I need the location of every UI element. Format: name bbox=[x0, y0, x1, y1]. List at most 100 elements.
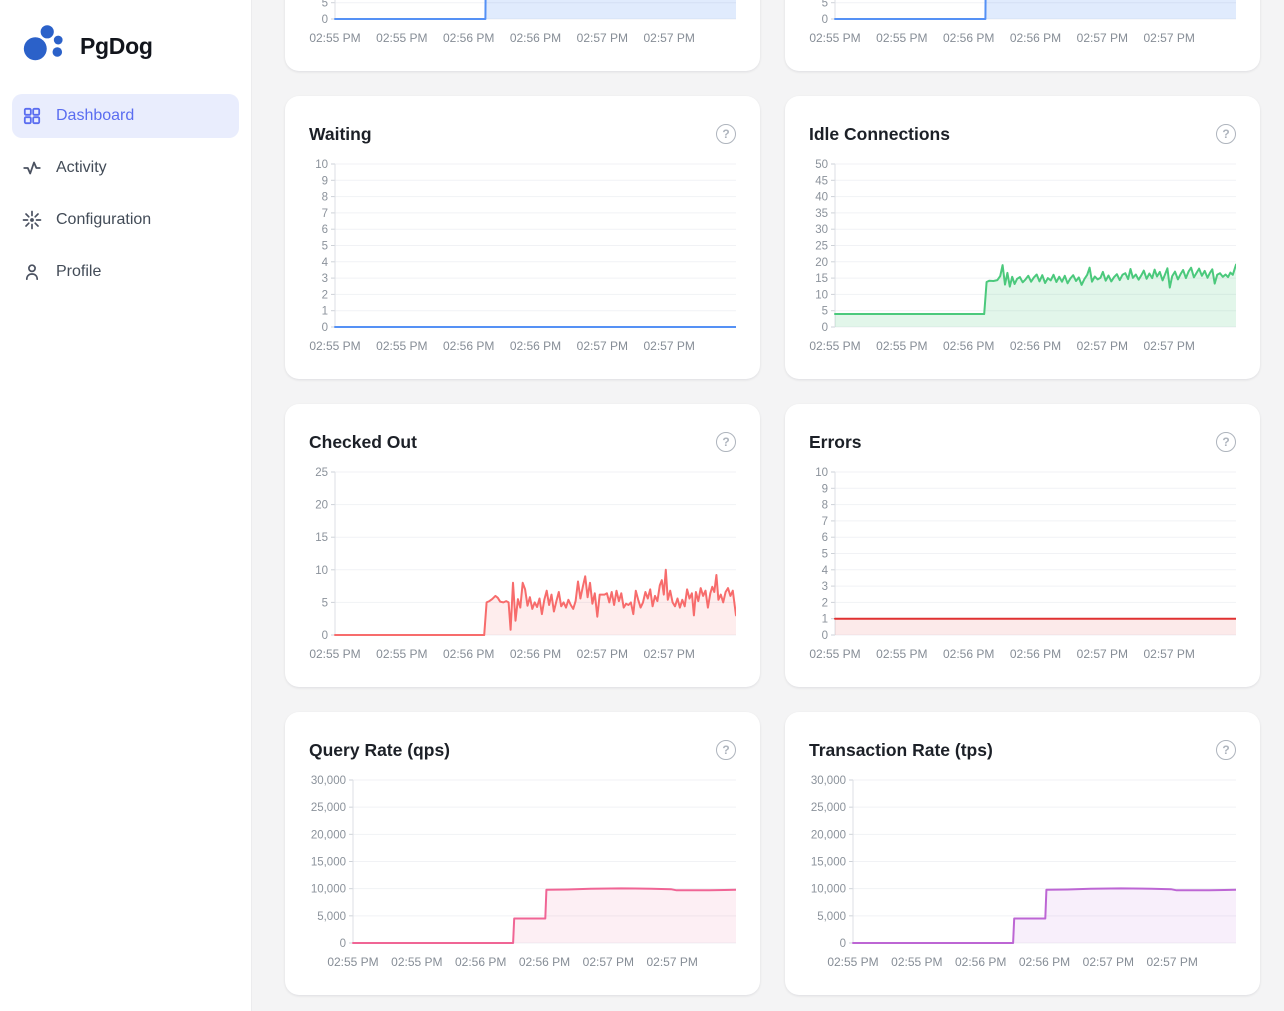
chart-title: Waiting bbox=[309, 123, 372, 144]
help-icon[interactable]: ? bbox=[1216, 432, 1236, 452]
svg-text:9: 9 bbox=[822, 483, 828, 495]
svg-text:3: 3 bbox=[822, 581, 828, 593]
svg-text:0: 0 bbox=[822, 322, 828, 334]
sidebar-item-dashboard[interactable]: Dashboard bbox=[12, 94, 239, 138]
svg-text:30: 30 bbox=[815, 224, 828, 236]
grid-icon bbox=[23, 107, 41, 125]
svg-text:02:56 PM: 02:56 PM bbox=[1010, 31, 1061, 45]
svg-text:5: 5 bbox=[322, 241, 328, 253]
area-chart: 0 1 2 3 4 5 6 7 8 9 10 02:55 PM 02:55 PM 02:56 PM 02:5… bbox=[809, 467, 1236, 661]
area-chart: 0 5,000 10,000 15,000 20,000 25,000 30,000 02:5… bbox=[811, 775, 1236, 969]
pgdog-paw-icon bbox=[23, 25, 63, 61]
svg-text:02:56 PM: 02:56 PM bbox=[943, 339, 994, 353]
svg-text:50: 50 bbox=[815, 159, 828, 171]
sidebar-item-configuration[interactable]: Configuration bbox=[12, 198, 239, 242]
svg-text:2: 2 bbox=[822, 597, 828, 609]
svg-text:15,000: 15,000 bbox=[311, 857, 346, 869]
svg-text:02:57 PM: 02:57 PM bbox=[646, 955, 697, 969]
svg-text:5: 5 bbox=[822, 0, 828, 10]
svg-text:10: 10 bbox=[315, 159, 328, 171]
svg-text:15: 15 bbox=[315, 532, 328, 544]
help-icon[interactable]: ? bbox=[716, 124, 736, 144]
area-chart: 0 5,000 10,000 15,000 20,000 25,000 30,000 02:5… bbox=[311, 775, 736, 969]
help-icon[interactable]: ? bbox=[1216, 740, 1236, 760]
svg-text:02:57 PM: 02:57 PM bbox=[1143, 647, 1194, 661]
svg-text:5: 5 bbox=[822, 549, 828, 561]
chart-title: Idle Connections bbox=[809, 123, 950, 144]
svg-text:10,000: 10,000 bbox=[311, 884, 346, 896]
svg-text:02:57 PM: 02:57 PM bbox=[1077, 647, 1128, 661]
area-chart: 0 5 10 15 20 25 02:55 PM 02:55 PM 02:56 PM 02:56 … bbox=[309, 467, 736, 661]
svg-text:02:55 PM: 02:55 PM bbox=[309, 339, 360, 353]
svg-text:02:56 PM: 02:56 PM bbox=[455, 955, 506, 969]
svg-text:02:57 PM: 02:57 PM bbox=[577, 339, 628, 353]
help-icon[interactable]: ? bbox=[716, 740, 736, 760]
sidebar-item-label: Dashboard bbox=[56, 107, 135, 124]
sidebar-item-activity[interactable]: Activity bbox=[12, 146, 239, 190]
svg-text:02:55 PM: 02:55 PM bbox=[876, 339, 927, 353]
svg-text:25: 25 bbox=[815, 241, 828, 253]
svg-text:5: 5 bbox=[822, 306, 828, 318]
svg-text:10: 10 bbox=[815, 467, 828, 479]
svg-text:02:57 PM: 02:57 PM bbox=[1077, 339, 1128, 353]
svg-text:02:55 PM: 02:55 PM bbox=[809, 339, 860, 353]
area-chart: 0 1 2 3 4 5 6 7 8 9 10 02:55 PM 02:55 PM 02:56 PM 02:5… bbox=[309, 159, 736, 353]
svg-text:02:57 PM: 02:57 PM bbox=[1083, 955, 1134, 969]
svg-text:25: 25 bbox=[315, 467, 328, 479]
svg-text:4: 4 bbox=[822, 565, 829, 577]
svg-text:02:55 PM: 02:55 PM bbox=[809, 647, 860, 661]
svg-text:20,000: 20,000 bbox=[311, 829, 346, 841]
svg-text:02:57 PM: 02:57 PM bbox=[1143, 339, 1194, 353]
sidebar-item-label: Configuration bbox=[56, 211, 152, 228]
svg-text:20: 20 bbox=[315, 500, 328, 512]
svg-text:0: 0 bbox=[322, 322, 328, 334]
sidebar: PgDog Dashboard Activity bbox=[0, 0, 252, 1011]
svg-text:02:57 PM: 02:57 PM bbox=[583, 955, 634, 969]
svg-text:0: 0 bbox=[840, 938, 846, 950]
svg-text:0: 0 bbox=[340, 938, 346, 950]
chart-title: Errors bbox=[809, 431, 862, 452]
svg-text:5: 5 bbox=[322, 0, 328, 10]
sidebar-item-profile[interactable]: Profile bbox=[12, 250, 239, 294]
svg-text:5: 5 bbox=[322, 597, 328, 609]
chart-title: Query Rate (qps) bbox=[309, 739, 450, 760]
svg-text:3: 3 bbox=[322, 273, 328, 285]
svg-text:10,000: 10,000 bbox=[811, 884, 846, 896]
svg-text:02:57 PM: 02:57 PM bbox=[643, 647, 694, 661]
svg-text:0: 0 bbox=[822, 14, 828, 26]
app-title: PgDog bbox=[80, 32, 153, 59]
svg-text:30,000: 30,000 bbox=[811, 775, 846, 787]
svg-text:02:57 PM: 02:57 PM bbox=[643, 339, 694, 353]
sidebar-nav: Dashboard Activity Configuration bbox=[12, 94, 239, 294]
svg-text:02:55 PM: 02:55 PM bbox=[809, 31, 860, 45]
svg-text:8: 8 bbox=[822, 500, 828, 512]
svg-text:02:56 PM: 02:56 PM bbox=[943, 647, 994, 661]
svg-text:02:55 PM: 02:55 PM bbox=[309, 647, 360, 661]
svg-text:02:56 PM: 02:56 PM bbox=[510, 31, 561, 45]
chart-card-transaction-rate: Transaction Rate (tps) ? 0 5,000 10,000 15,… bbox=[785, 712, 1260, 995]
svg-text:02:55 PM: 02:55 PM bbox=[327, 955, 378, 969]
svg-text:45: 45 bbox=[815, 175, 828, 187]
svg-text:02:56 PM: 02:56 PM bbox=[1010, 339, 1061, 353]
svg-text:02:57 PM: 02:57 PM bbox=[1077, 31, 1128, 45]
svg-text:15: 15 bbox=[815, 273, 828, 285]
svg-text:02:57 PM: 02:57 PM bbox=[577, 647, 628, 661]
help-icon[interactable]: ? bbox=[716, 432, 736, 452]
help-icon[interactable]: ? bbox=[1216, 124, 1236, 144]
chart-card-idle-connections: Idle Connections ? 0 5 10 15 20 25 30 35 40 45 50 0… bbox=[785, 96, 1260, 379]
svg-text:35: 35 bbox=[815, 208, 828, 220]
user-icon bbox=[25, 264, 39, 281]
svg-text:02:57 PM: 02:57 PM bbox=[643, 31, 694, 45]
svg-text:02:56 PM: 02:56 PM bbox=[443, 339, 494, 353]
chart-title: Transaction Rate (tps) bbox=[809, 739, 993, 760]
activity-icon bbox=[23, 161, 41, 175]
svg-text:10: 10 bbox=[315, 565, 328, 577]
svg-text:8: 8 bbox=[322, 192, 328, 204]
chart-card-waiting: Waiting ? 0 1 2 3 4 5 6 7 8 9 10 02:55 PM 02:55 PM 02… bbox=[285, 96, 760, 379]
svg-text:10: 10 bbox=[815, 289, 828, 301]
svg-text:0: 0 bbox=[322, 630, 328, 642]
